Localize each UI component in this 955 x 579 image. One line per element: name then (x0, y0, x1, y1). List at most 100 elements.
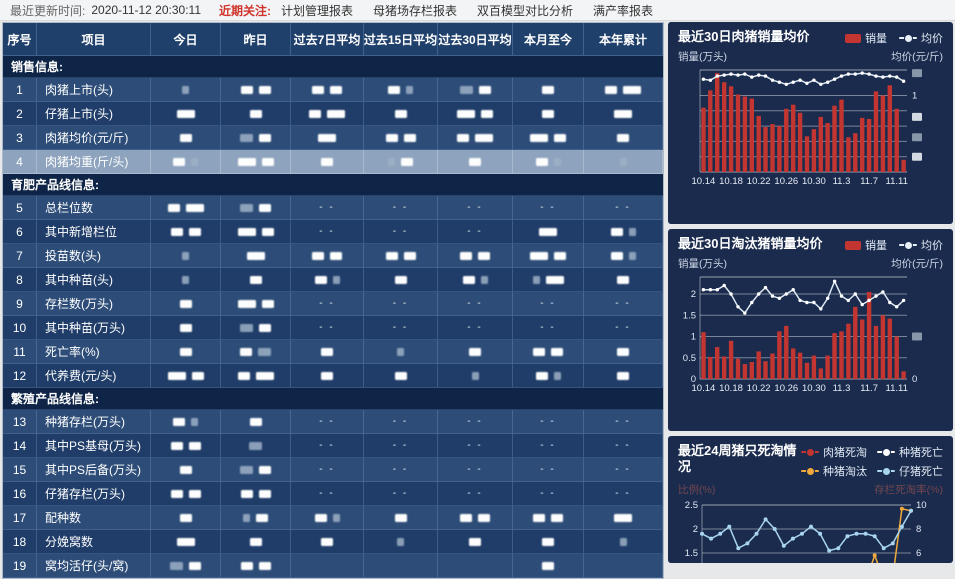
table-header-row: 序号 项目 今日 昨日 过去7日平均 过去15日平均 过去30日平均 本月至今 本年累计 (3, 23, 663, 56)
redacted-value-blob (261, 299, 274, 308)
redacted-value-blob (330, 85, 342, 94)
table-row[interactable]: 14 其中PS基母(万头) - - - - - - - - - - (3, 434, 663, 458)
row-label: 肉猪均价(元/斤) (37, 126, 151, 150)
table-row[interactable]: 6 其中新增栏位 - - - - - - (3, 220, 663, 244)
data-cell (584, 364, 663, 388)
topbar-link[interactable]: 双百模型对比分析 (477, 3, 574, 18)
table-row[interactable]: 7 投苗数(头) (3, 244, 663, 268)
row-label: 分娩窝数 (37, 530, 151, 554)
svg-text:1: 1 (912, 91, 917, 102)
data-cell (438, 340, 513, 364)
data-cell (438, 506, 513, 530)
data-cell: - - (584, 292, 663, 316)
table-row[interactable]: 18 分娩窝数 (3, 530, 663, 554)
legend-item[interactable]: 种猪淘汰 (801, 463, 867, 479)
redacted-dash: - - (392, 322, 409, 333)
redacted-value-blob (188, 227, 201, 236)
topbar-link[interactable]: 母猪场存栏报表 (373, 3, 458, 18)
data-cell (584, 102, 663, 126)
redacted-value-blob (457, 109, 475, 118)
data-cell: - - (364, 292, 438, 316)
table-row[interactable]: 8 其中种苗(头) (3, 268, 663, 292)
topbar: 最近更新时间: 2020-11-12 20:30:11 近期关注: 计划管理报表… (0, 0, 955, 21)
data-cell (221, 150, 291, 174)
legend-item[interactable]: 均价 (899, 237, 943, 253)
redacted-value-blob (617, 371, 629, 380)
redacted-dash: - - (615, 322, 631, 333)
table-row[interactable]: 16 仔猪存栏(万头) - - - - - - - - - - (3, 482, 663, 506)
table-row[interactable]: 3 肉猪均价(元/斤) (3, 126, 663, 150)
data-cell (291, 506, 364, 530)
table-row[interactable]: 2 仔猪上市(头) (3, 102, 663, 126)
redacted-value-blob (188, 489, 201, 498)
svg-text:1.5: 1.5 (683, 310, 696, 321)
data-cell (513, 220, 584, 244)
row-index: 13 (3, 410, 37, 434)
data-cell: - - (438, 482, 513, 506)
redacted-value-blob (240, 85, 253, 94)
legend-line-swatch-icon (801, 447, 819, 457)
data-cell: - - (291, 196, 364, 220)
table-row[interactable]: 13 种猪存栏(万头) - - - - - - - - - - (3, 410, 663, 434)
table-row[interactable]: 5 总栏位数 - - - - - - - - - - (3, 196, 663, 220)
legend-item[interactable]: 均价 (899, 30, 943, 46)
table-row[interactable]: 17 配种数 (3, 506, 663, 530)
column-header: 项目 (37, 23, 151, 56)
svg-text:10.18: 10.18 (719, 383, 743, 394)
redacted-value-blob (330, 251, 342, 260)
redacted-value-blob (309, 109, 321, 118)
redacted-value-blob (191, 157, 198, 166)
redacted-value-blob (457, 133, 469, 142)
redacted-value-blob (332, 275, 340, 284)
redacted-value-blob (619, 537, 627, 546)
row-index: 12 (3, 364, 37, 388)
row-label: 其中种苗(头) (37, 268, 151, 292)
data-cell: - - (291, 482, 364, 506)
chart-title: 最近30日肉猪销量均价 (678, 29, 810, 44)
legend-item[interactable]: 种猪死亡 (877, 444, 943, 460)
legend-label: 仔猪死亡 (899, 466, 943, 478)
table-row[interactable]: 10 其中种苗(万头) - - - - - - - - - - (3, 316, 663, 340)
redacted-dash: - - (540, 416, 556, 427)
data-cell (151, 482, 221, 506)
redacted-value-blob (554, 251, 566, 260)
svg-text:1: 1 (691, 332, 696, 343)
table-row[interactable]: 15 其中PS后备(万头) - - - - - - - - - - (3, 458, 663, 482)
redacted-value-blob (539, 227, 557, 236)
table-row[interactable]: 4 肉猪均重(斤/头) (3, 150, 663, 174)
svg-text:0: 0 (912, 374, 917, 385)
svg-text:10.22: 10.22 (747, 383, 771, 394)
table-row[interactable]: 1 肉猪上市(头) (3, 78, 663, 102)
data-cell (438, 244, 513, 268)
legend-item[interactable]: 仔猪死亡 (877, 463, 943, 479)
table-row[interactable]: 11 死亡率(%) (3, 340, 663, 364)
redacted-value-blob (545, 275, 564, 284)
redacted-value-blob (179, 465, 192, 474)
data-cell (291, 102, 364, 126)
data-cell (221, 340, 291, 364)
redacted-dash: - - (319, 464, 335, 475)
redacted-dash: - - (392, 298, 409, 309)
data-cell (364, 506, 438, 530)
data-cell: - - (291, 434, 364, 458)
table-row[interactable]: 19 窝均活仔(头/窝) (3, 554, 663, 578)
topbar-link[interactable]: 计划管理报表 (281, 3, 354, 18)
chart-legend: 销量 均价 (845, 237, 943, 253)
legend-item[interactable]: 销量 (845, 30, 887, 46)
topbar-link[interactable]: 满产率报表 (593, 3, 654, 18)
data-cell (291, 364, 364, 388)
chart-card-head: 最近24周猪只死淘情况 肉猪死淘 种猪死亡 种猪淘汰 仔猪死亡 (678, 443, 943, 479)
dashboard-content: 序号 项目 今日 昨日 过去7日平均 过去15日平均 过去30日平均 本月至今 本年累计 销售信… (0, 21, 955, 579)
redacted-value-blob (259, 133, 271, 142)
table-row[interactable]: 12 代养费(元/头) (3, 364, 663, 388)
data-cell (438, 530, 513, 554)
legend-item[interactable]: 肉猪死淘 (801, 444, 867, 460)
redacted-dash: - - (319, 488, 335, 499)
data-cell: - - (513, 292, 584, 316)
row-label: 其中新增栏位 (37, 220, 151, 244)
redacted-value-blob (261, 227, 274, 236)
redacted-value-blob (237, 299, 256, 308)
legend-item[interactable]: 销量 (845, 237, 887, 253)
svg-text:11.11: 11.11 (886, 176, 908, 187)
table-row[interactable]: 9 存栏数(万头) - - - - - - - - - - (3, 292, 663, 316)
